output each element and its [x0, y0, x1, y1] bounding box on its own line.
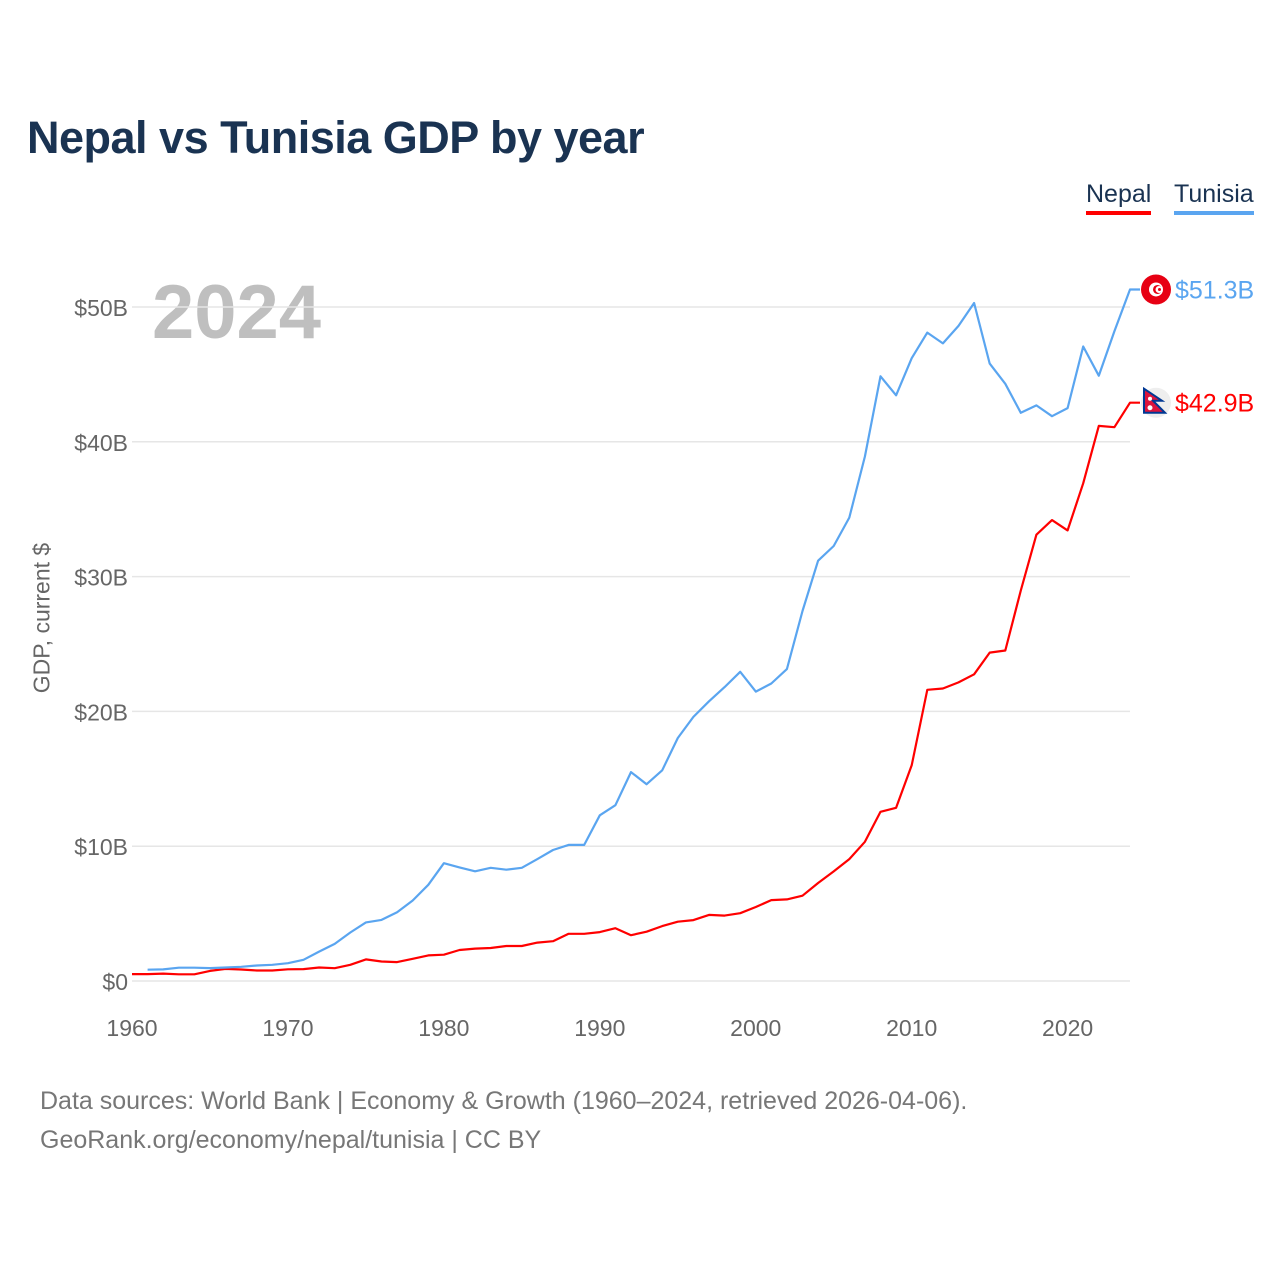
y-tick-label: $0 — [102, 969, 128, 995]
x-tick-label: 2010 — [886, 1015, 937, 1041]
y-tick-label: $50B — [74, 295, 128, 321]
y-tick-label: $10B — [74, 834, 128, 860]
source-note: Data sources: World Bank | Economy & Gro… — [40, 1082, 967, 1160]
y-tick-label: $20B — [74, 699, 128, 725]
y-tick-label: $40B — [74, 430, 128, 456]
x-tick-label: 2020 — [1042, 1015, 1093, 1041]
x-tick-label: 2000 — [730, 1015, 781, 1041]
x-tick-label: 1970 — [262, 1015, 313, 1041]
x-tick-label: 1960 — [106, 1015, 157, 1041]
source-line-1: Data sources: World Bank | Economy & Gro… — [40, 1087, 968, 1115]
x-tick-label: 1990 — [574, 1015, 625, 1041]
nepal-flag-icon — [1141, 386, 1171, 418]
legend-item-tunisia[interactable]: Tunisia — [1174, 180, 1254, 215]
tunisia-flag-icon — [1141, 274, 1171, 305]
source-line-2[interactable]: GeoRank.org/economy/nepal/tunisia | CC B… — [40, 1126, 542, 1154]
series-line-tunisia — [147, 288, 1140, 971]
chart-title: Nepal vs Tunisia GDP by year — [27, 112, 645, 163]
series-line-nepal — [132, 401, 1140, 976]
year-watermark: 2024 — [152, 270, 321, 355]
end-value-label-nepal: $42.9B — [1175, 390, 1254, 418]
x-tick-label: 1980 — [418, 1015, 469, 1041]
legend-item-nepal[interactable]: Nepal — [1086, 180, 1152, 215]
end-value-label-tunisia: $51.3B — [1175, 276, 1254, 304]
y-tick-label: $30B — [74, 565, 128, 591]
